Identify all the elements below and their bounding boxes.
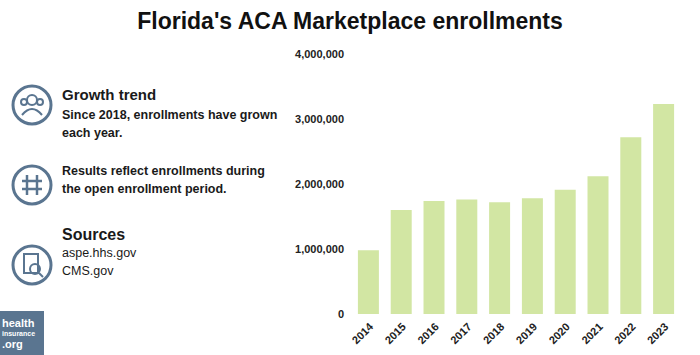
- svg-text:2014: 2014: [350, 320, 376, 346]
- svg-text:2020: 2020: [546, 320, 572, 346]
- html-text:Results reflect enrollments du: Results reflect enrollments during the o…: [62, 164, 265, 196]
- html-text:.org: .org: [2, 337, 23, 350]
- svg-text:2023: 2023: [645, 320, 671, 346]
- html-text:Sources: Sources: [62, 226, 126, 243]
- html-text:aspe.hhs.gov: aspe.hhs.gov: [62, 246, 137, 260]
- svg-text:4,000,000: 4,000,000: [295, 48, 344, 60]
- html-text:insurance: insurance: [2, 329, 36, 337]
- html-text:CMS.gov: CMS.gov: [62, 264, 114, 278]
- svg-text:2019: 2019: [514, 320, 540, 346]
- svg-text:3,000,000: 3,000,000: [295, 113, 344, 125]
- svg-text:1,000,000: 1,000,000: [295, 243, 344, 255]
- svg-text:2017: 2017: [448, 320, 474, 346]
- html-text:Growth trend: Growth trend: [62, 86, 157, 103]
- svg-text:2022: 2022: [612, 320, 638, 346]
- html-text:health: health: [2, 316, 35, 329]
- svg-text:2016: 2016: [415, 320, 441, 346]
- html-text:Florida's ACA Marketplace enro: Florida's ACA Marketplace enrollments: [137, 8, 563, 34]
- svg-text:2015: 2015: [382, 320, 408, 346]
- svg-text:2021: 2021: [579, 320, 605, 346]
- svg-text:0: 0: [338, 308, 344, 320]
- svg-text:2,000,000: 2,000,000: [295, 178, 344, 190]
- html-text:Since 2018, enrollments have g: Since 2018, enrollments have grown each …: [62, 108, 278, 140]
- svg-text:2018: 2018: [481, 320, 507, 346]
